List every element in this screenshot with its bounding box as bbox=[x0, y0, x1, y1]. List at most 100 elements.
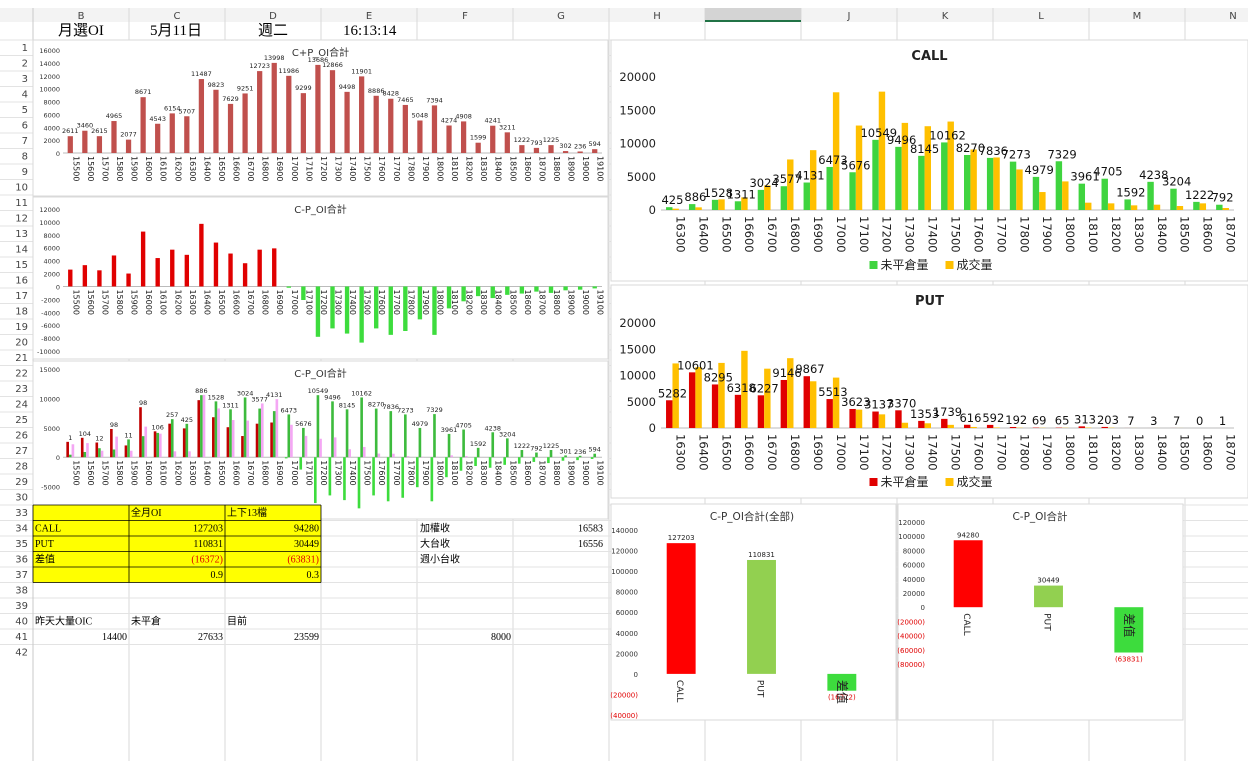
data-label: 8428 bbox=[382, 90, 399, 98]
comparison-label: 未平倉 bbox=[131, 615, 161, 628]
row-number[interactable]: 25 bbox=[15, 415, 28, 426]
row-number[interactable]: 37 bbox=[15, 570, 28, 581]
bar-cp-18000 bbox=[430, 457, 434, 502]
row-number[interactable]: 8 bbox=[22, 152, 28, 163]
column-header-e[interactable]: E bbox=[366, 11, 372, 22]
table-cell-full[interactable]: 110831 bbox=[193, 539, 223, 550]
data-label: 792 bbox=[530, 445, 542, 453]
table-cell-range[interactable]: (63831) bbox=[287, 555, 319, 566]
category-label: 18500 bbox=[1178, 216, 1192, 253]
row-number[interactable]: 10 bbox=[15, 183, 28, 194]
row-number[interactable]: 5 bbox=[22, 105, 28, 116]
row-number[interactable]: 41 bbox=[15, 632, 28, 643]
row-number[interactable]: 36 bbox=[15, 555, 28, 566]
selected-column-header[interactable] bbox=[705, 8, 801, 22]
bar-cp-17100 bbox=[299, 457, 303, 470]
row-number[interactable]: 16 bbox=[15, 276, 28, 287]
row-number[interactable]: 2 bbox=[22, 59, 28, 70]
comparison-value[interactable]: 14400 bbox=[102, 632, 127, 643]
column-header-b[interactable]: B bbox=[78, 11, 85, 22]
category-label: 16800 bbox=[788, 434, 802, 471]
row-number[interactable]: 7 bbox=[22, 136, 28, 147]
column-header-k[interactable]: K bbox=[942, 11, 949, 22]
comparison-label: 目前 bbox=[227, 615, 247, 628]
row-number[interactable]: 14 bbox=[15, 245, 28, 256]
row-number[interactable]: 9 bbox=[22, 167, 28, 178]
table-cell-full[interactable]: (16372) bbox=[191, 555, 223, 566]
category-label: 19000 bbox=[581, 460, 590, 485]
table-cell-full[interactable]: 0.9 bbox=[211, 570, 224, 581]
row-number[interactable]: 1 bbox=[22, 43, 28, 54]
row-number[interactable]: 40 bbox=[15, 617, 28, 628]
data-label: 9496 bbox=[324, 393, 341, 401]
data-label: 1225 bbox=[543, 136, 560, 144]
data-label: 3961 bbox=[1070, 170, 1099, 184]
data-label: 4705 bbox=[455, 422, 472, 430]
bar-open-interest-17800 bbox=[1009, 426, 1017, 428]
row-number[interactable]: 26 bbox=[15, 431, 28, 442]
row-number[interactable]: 38 bbox=[15, 586, 28, 597]
row-number[interactable]: 6 bbox=[22, 121, 28, 132]
category-label: 15800 bbox=[115, 289, 124, 314]
row-number[interactable]: 27 bbox=[15, 446, 28, 457]
row-number[interactable]: 22 bbox=[15, 369, 28, 380]
row-number[interactable]: 4 bbox=[22, 90, 28, 101]
row-number[interactable]: 33 bbox=[15, 508, 28, 519]
data-label: 1528 bbox=[208, 393, 225, 401]
column-header-m[interactable]: M bbox=[1133, 11, 1142, 22]
bar-16500 bbox=[213, 242, 219, 287]
weekday-label: 週二 bbox=[258, 22, 288, 39]
column-header-c[interactable]: C bbox=[174, 11, 181, 22]
bar-17300 bbox=[330, 286, 335, 329]
bar-18100 bbox=[446, 286, 452, 309]
row-number[interactable]: 18 bbox=[15, 307, 28, 318]
row-number[interactable]: 34 bbox=[15, 524, 28, 535]
table-cell-range[interactable]: 0.3 bbox=[307, 570, 320, 581]
bar-19100 bbox=[592, 149, 598, 153]
row-number[interactable]: 39 bbox=[15, 601, 28, 612]
row-number[interactable]: 42 bbox=[15, 648, 28, 659]
chart-1-frame[interactable] bbox=[32, 196, 609, 360]
row-number[interactable]: 12 bbox=[15, 214, 28, 225]
comparison-value[interactable]: 27633 bbox=[198, 632, 223, 643]
category-label: 15600 bbox=[86, 156, 95, 181]
category-label: 16000 bbox=[144, 156, 153, 181]
y-tick-label: 60000 bbox=[616, 609, 638, 617]
row-number[interactable]: 20 bbox=[15, 338, 28, 349]
row-number[interactable]: 3 bbox=[22, 74, 28, 85]
table-cell-full[interactable]: 127203 bbox=[193, 524, 223, 535]
bar-put-16800 bbox=[260, 403, 264, 458]
data-label: 1222 bbox=[1185, 188, 1214, 202]
data-label: 236 bbox=[574, 142, 586, 150]
row-number[interactable]: 24 bbox=[15, 400, 28, 411]
bar-17500 bbox=[359, 286, 364, 343]
row-number[interactable]: 11 bbox=[15, 198, 28, 209]
bar-volume-17600 bbox=[970, 426, 977, 428]
column-header-f[interactable]: F bbox=[462, 11, 468, 22]
row-number[interactable]: 21 bbox=[15, 353, 28, 364]
table-cell-range[interactable]: 94280 bbox=[294, 524, 319, 535]
row-number[interactable]: 23 bbox=[15, 384, 28, 395]
column-header-d[interactable]: D bbox=[269, 11, 277, 22]
comparison-value[interactable]: 23599 bbox=[294, 632, 319, 643]
column-header-j[interactable]: J bbox=[847, 11, 851, 22]
category-label: 18100 bbox=[1086, 434, 1100, 471]
row-number[interactable]: 17 bbox=[15, 291, 28, 302]
row-number[interactable]: 29 bbox=[15, 477, 28, 488]
category-label: 16300 bbox=[673, 216, 687, 253]
y-tick-label: (20000) bbox=[610, 691, 638, 699]
data-label: 8270 bbox=[956, 141, 985, 155]
column-header-l[interactable]: L bbox=[1038, 11, 1044, 22]
row-number[interactable]: 19 bbox=[15, 322, 28, 333]
category-label: 19000 bbox=[581, 156, 590, 181]
column-header-n[interactable]: N bbox=[1229, 11, 1236, 22]
row-number[interactable]: 28 bbox=[15, 462, 28, 473]
column-header-g[interactable]: G bbox=[557, 11, 565, 22]
row-number[interactable]: 13 bbox=[15, 229, 28, 240]
table-cell-range[interactable]: 30449 bbox=[294, 539, 319, 550]
bar-16400 bbox=[199, 223, 204, 287]
row-number[interactable]: 15 bbox=[15, 260, 28, 271]
column-header-h[interactable]: H bbox=[653, 11, 661, 22]
row-number[interactable]: 35 bbox=[15, 539, 28, 550]
row-number[interactable]: 30 bbox=[15, 493, 28, 504]
